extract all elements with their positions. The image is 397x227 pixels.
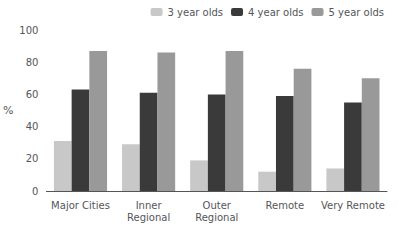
- svg-text:80: 80: [26, 57, 39, 68]
- svg-text:5 year olds: 5 year olds: [329, 7, 384, 18]
- svg-text:4 year olds: 4 year olds: [248, 7, 303, 18]
- svg-text:Outer: Outer: [203, 200, 232, 211]
- svg-text:20: 20: [26, 153, 39, 164]
- svg-text:100: 100: [19, 25, 38, 36]
- svg-text:40: 40: [26, 121, 39, 132]
- svg-text:Regional: Regional: [195, 212, 238, 223]
- svg-text:Major Cities: Major Cities: [51, 200, 110, 211]
- svg-text:3 year olds: 3 year olds: [168, 7, 223, 18]
- svg-text:%: %: [3, 104, 13, 117]
- svg-text:Regional: Regional: [127, 212, 170, 223]
- svg-text:Very Remote: Very Remote: [321, 200, 385, 211]
- svg-text:60: 60: [26, 89, 39, 100]
- svg-text:Remote: Remote: [266, 200, 305, 211]
- svg-text:0: 0: [32, 186, 38, 197]
- svg-text:Inner: Inner: [136, 200, 163, 211]
